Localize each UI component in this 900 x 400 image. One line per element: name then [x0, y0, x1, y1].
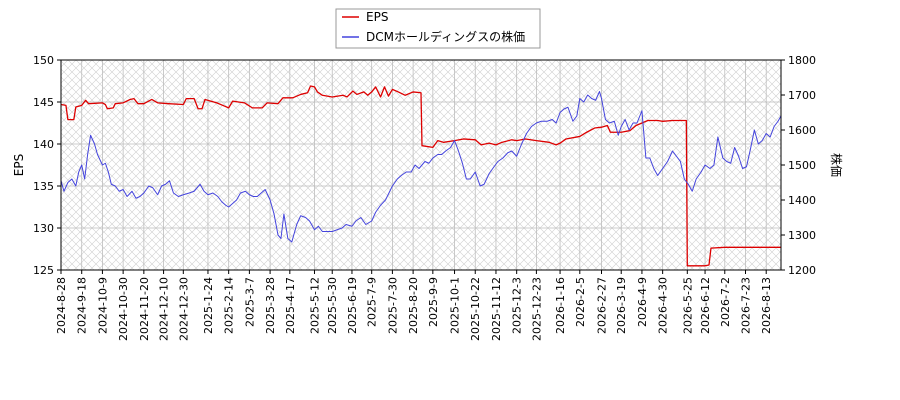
x-tick-label: 2025-7-30 — [386, 277, 399, 334]
x-tick-label: 2026-3-19 — [615, 277, 628, 334]
x-tick-label: 2025-11-12 — [490, 277, 503, 341]
x-tick-label: 2024-9-18 — [76, 277, 89, 334]
x-tick-label: 2026-2-27 — [595, 277, 608, 334]
right-tick-label: 1800 — [788, 54, 816, 67]
right-tick-label: 1200 — [788, 264, 816, 277]
left-tick-label: 125 — [33, 264, 54, 277]
x-tick-label: 2025-1-24 — [202, 277, 215, 334]
stock-price-series-line — [61, 91, 781, 243]
left-tick-label: 140 — [33, 138, 54, 151]
x-tick-label: 2025-6-19 — [346, 277, 359, 334]
left-tick-label: 145 — [33, 96, 54, 109]
x-tick-label: 2026-5-25 — [681, 277, 694, 334]
left-tick-label: 130 — [33, 222, 54, 235]
x-tick-label: 2026-2-5 — [574, 277, 587, 327]
right-axis: 1200 1300 1400 1500 1600 1700 1800 — [781, 54, 816, 277]
x-tick-label: 2025-12-23 — [530, 277, 543, 341]
x-tick-label: 2025-5-30 — [326, 277, 339, 334]
x-tick-label: 2026-7-2 — [719, 277, 732, 327]
x-tick-label: 2025-4-17 — [284, 277, 297, 334]
x-tick-label: 2025-3-7 — [243, 277, 256, 327]
x-tick-label: 2024-10-30 — [117, 277, 130, 341]
x-tick-label: 2025-7-9 — [366, 277, 379, 327]
x-tick-label: 2025-3-28 — [264, 277, 277, 334]
x-tick-label: 2024-12-10 — [158, 277, 171, 341]
x-tick-label: 2024-12-30 — [177, 277, 190, 341]
left-tick-label: 150 — [33, 54, 54, 67]
x-tick-label: 2026-4-30 — [657, 277, 670, 334]
right-tick-label: 1600 — [788, 124, 816, 137]
left-axis: 125 130 135 140 145 150 — [33, 54, 61, 277]
left-axis-label: EPS — [12, 154, 26, 176]
x-tick-label: 2026-4-9 — [636, 277, 649, 327]
series-layer — [61, 85, 781, 267]
legend-price-label: DCMホールディングスの株価 — [366, 29, 525, 44]
x-tick-label: 2025-10-22 — [469, 277, 482, 341]
left-tick-label: 135 — [33, 180, 54, 193]
right-tick-label: 1300 — [788, 229, 816, 242]
right-tick-label: 1400 — [788, 194, 816, 207]
x-tick-label: 2024-8-28 — [55, 277, 68, 334]
x-tick-label: 2024-11-20 — [138, 277, 151, 341]
legend-eps-label: EPS — [366, 10, 388, 24]
x-axis: 2024-8-28 2024-9-18 2024-10-9 2024-10-30 202… — [55, 270, 773, 341]
x-tick-label: 2025-5-12 — [308, 277, 321, 334]
legend: EPS DCMホールディングスの株価 — [335, 8, 541, 49]
right-tick-label: 1700 — [788, 89, 816, 102]
x-tick-label: 2024-10-9 — [96, 277, 109, 334]
x-tick-label: 2025-12-3 — [511, 277, 524, 334]
plot-background — [61, 60, 781, 270]
right-axis-label: 株価 — [829, 153, 844, 177]
x-tick-label: 2026-8-13 — [760, 277, 773, 334]
legend-box — [335, 8, 541, 49]
x-tick-label: 2026-1-16 — [554, 277, 567, 334]
right-tick-label: 1500 — [788, 159, 816, 172]
x-tick-label: 2025-9-9 — [427, 277, 440, 327]
x-tick-label: 2025-2-14 — [223, 277, 236, 334]
eps-series-line — [61, 85, 781, 267]
x-tick-label: 2026-7-23 — [739, 277, 752, 334]
x-tick-label: 2025-10-1 — [449, 277, 462, 334]
x-tick-label: 2025-8-20 — [407, 277, 420, 334]
x-tick-label: 2026-6-12 — [699, 277, 712, 334]
